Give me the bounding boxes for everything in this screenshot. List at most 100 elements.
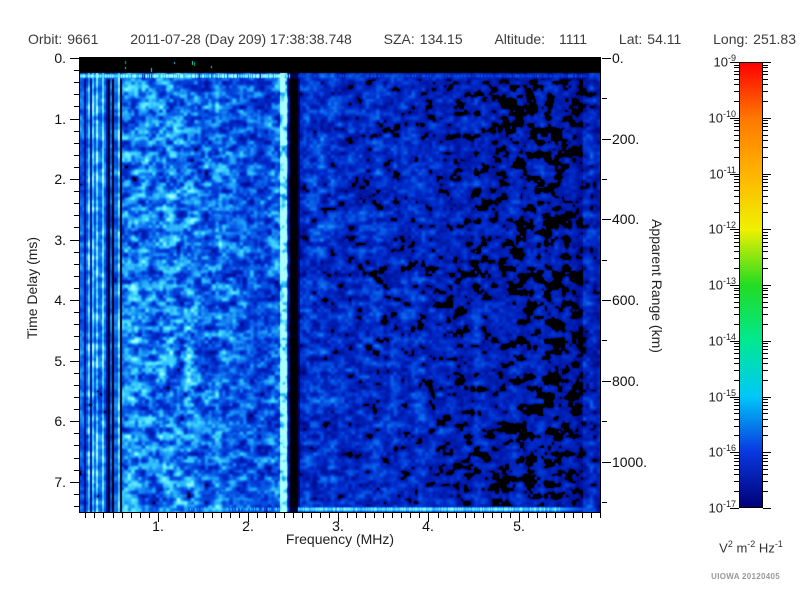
x-axis-minor-tick xyxy=(185,513,186,518)
x-axis-minor-tick xyxy=(528,513,529,518)
colorbar-minor-tick xyxy=(763,91,768,92)
colorbar-minor-tick xyxy=(734,140,739,141)
right-axis-major-tick xyxy=(602,139,611,140)
right-axis-tick-label: 0. xyxy=(612,50,624,66)
colorbar-minor-tick xyxy=(763,461,768,462)
left-axis-title: Time Delay (ms) xyxy=(24,236,40,340)
colorbar-minor-tick xyxy=(763,140,768,141)
header-info: Orbit: 9661 2011-07-28 (Day 209) 17:38:3… xyxy=(28,31,796,47)
left-axis-major-tick xyxy=(70,482,79,483)
colorbar-minor-tick xyxy=(734,176,739,177)
left-axis-major-tick xyxy=(70,300,79,301)
colorbar-minor-tick xyxy=(763,84,768,85)
colorbar xyxy=(739,62,763,508)
colorbar-minor-tick xyxy=(734,203,739,204)
colorbar-minor-tick xyxy=(734,71,739,72)
x-axis-minor-tick xyxy=(302,513,303,518)
colorbar-minor-tick xyxy=(763,67,768,68)
right-axis-major-tick xyxy=(602,381,611,382)
left-axis-minor-tick xyxy=(74,94,79,95)
right-axis-tick-label: 1000. xyxy=(612,454,648,470)
colorbar-minor-tick xyxy=(763,358,768,359)
right-axis-tick-label: 400. xyxy=(612,211,640,227)
left-axis-minor-tick xyxy=(74,336,79,337)
colorbar-minor-tick xyxy=(734,196,739,197)
header-altitude: Altitude: 1111 xyxy=(494,31,587,47)
colorbar-minor-tick xyxy=(734,101,739,102)
colorbar-minor-tick xyxy=(763,182,768,183)
colorbar-minor-tick xyxy=(763,190,768,191)
x-axis-tick-label: 1. xyxy=(152,518,164,534)
right-axis-major-tick xyxy=(602,219,611,220)
x-axis-minor-tick xyxy=(483,513,484,518)
colorbar-minor-tick xyxy=(763,203,768,204)
right-axis-minor-tick xyxy=(602,340,607,341)
left-axis-minor-tick xyxy=(74,385,79,386)
left-axis-tick-label: 6. xyxy=(54,413,66,429)
left-axis-minor-tick xyxy=(74,227,79,228)
colorbar-minor-tick xyxy=(734,346,739,347)
header-sza: SZA: 134.15 xyxy=(384,31,463,47)
colorbar-minor-tick xyxy=(763,307,768,308)
colorbar-minor-tick xyxy=(763,346,768,347)
colorbar-minor-tick xyxy=(763,314,768,315)
colorbar-minor-tick xyxy=(734,74,739,75)
colorbar-minor-tick xyxy=(763,71,768,72)
colorbar-minor-tick xyxy=(763,426,768,427)
orbit-value: 9661 xyxy=(67,31,99,47)
left-axis-minor-tick xyxy=(74,409,79,410)
x-axis-minor-tick xyxy=(140,513,141,518)
colorbar-major-tick xyxy=(763,452,771,453)
colorbar-minor-tick xyxy=(763,157,768,158)
left-axis-minor-tick xyxy=(74,312,79,313)
x-axis-minor-tick xyxy=(573,513,574,518)
colorbar-tick-label: 10-12 xyxy=(708,220,736,237)
x-axis-minor-tick xyxy=(383,513,384,518)
colorbar-tick-label: 10-9 xyxy=(713,53,736,70)
x-axis-minor-tick xyxy=(456,513,457,518)
colorbar-major-tick xyxy=(763,118,771,119)
x-axis-tick-label: 2. xyxy=(242,518,254,534)
x-axis-minor-tick xyxy=(546,513,547,518)
x-axis-tick-label: 3. xyxy=(332,518,344,534)
x-axis-minor-tick xyxy=(591,513,592,518)
colorbar-major-tick xyxy=(763,341,771,342)
x-axis-minor-tick xyxy=(510,513,511,518)
colorbar-major-tick xyxy=(730,341,739,342)
colorbar-minor-tick xyxy=(734,465,739,466)
left-axis-major-tick xyxy=(70,361,79,362)
left-axis-minor-tick xyxy=(74,458,79,459)
colorbar-tick-label: 10-14 xyxy=(708,332,736,349)
right-axis-tick-label: 800. xyxy=(612,373,640,389)
x-axis-minor-tick xyxy=(600,513,601,518)
x-axis-minor-tick xyxy=(194,513,195,518)
colorbar-minor-tick xyxy=(763,196,768,197)
colorbar-minor-tick xyxy=(763,419,768,420)
colorbar-minor-tick xyxy=(763,186,768,187)
colorbar-minor-tick xyxy=(734,458,739,459)
colorbar-minor-tick xyxy=(763,176,768,177)
colorbar-minor-tick xyxy=(763,65,768,66)
colorbar-minor-tick xyxy=(763,353,768,354)
colorbar-tick-label: 10-13 xyxy=(708,276,736,293)
colorbar-minor-tick xyxy=(763,481,768,482)
colorbar-minor-tick xyxy=(734,297,739,298)
colorbar-minor-tick xyxy=(763,474,768,475)
x-axis-minor-tick xyxy=(347,513,348,518)
header-datetime: 2011-07-28 (Day 209) 17:38:38.748 xyxy=(130,31,352,47)
colorbar-minor-tick xyxy=(763,409,768,410)
colorbar-minor-tick xyxy=(734,380,739,381)
left-axis-minor-tick xyxy=(74,397,79,398)
colorbar-unit-label: V2 m-2 Hz-1 xyxy=(719,539,783,556)
colorbar-minor-tick xyxy=(734,246,739,247)
left-axis-major-tick xyxy=(70,179,79,180)
colorbar-major-tick xyxy=(763,508,771,509)
left-axis-tick-label: 5. xyxy=(54,353,66,369)
x-axis-minor-tick xyxy=(582,513,583,518)
colorbar-minor-tick xyxy=(763,212,768,213)
colorbar-minor-tick xyxy=(734,413,739,414)
x-axis-minor-tick xyxy=(149,513,150,518)
colorbar-minor-tick xyxy=(734,474,739,475)
colorbar-minor-tick xyxy=(734,302,739,303)
colorbar-tick-label: 10-10 xyxy=(708,109,736,126)
